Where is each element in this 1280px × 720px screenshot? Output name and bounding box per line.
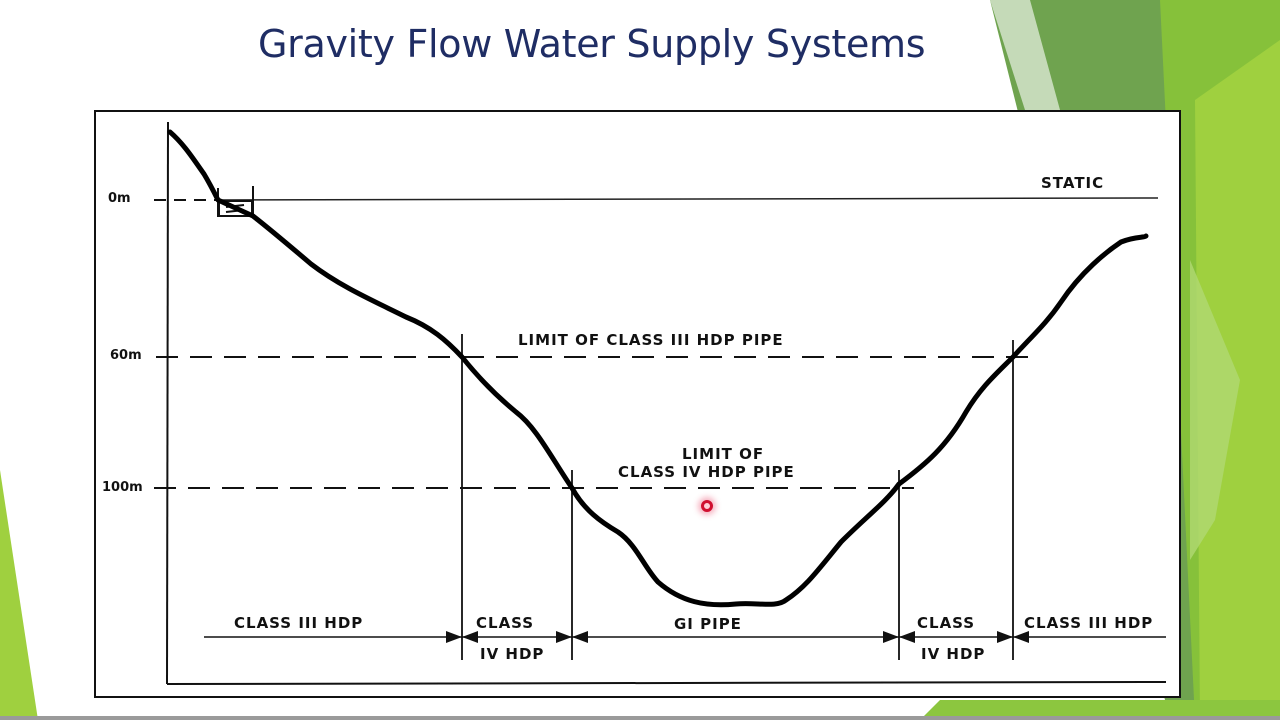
static-label: STATIC bbox=[1041, 174, 1105, 192]
bottom-edge-bar bbox=[0, 716, 1280, 720]
elevation-label-0m: 0m bbox=[108, 191, 131, 206]
segment-5-label: CLASS III HDP bbox=[1024, 614, 1154, 632]
segment-1-label: CLASS III HDP bbox=[234, 614, 364, 632]
limit-class-iv-label-line1: LIMIT OF bbox=[682, 445, 765, 463]
laser-pointer-cursor bbox=[701, 500, 713, 512]
segment-4-label-line1: CLASS bbox=[917, 614, 976, 632]
segment-4-label-line2: IV HDP bbox=[921, 645, 986, 663]
segment-2-label-line1: CLASS bbox=[476, 614, 535, 632]
elevation-label-60m: 60m bbox=[110, 348, 142, 363]
slide-title: Gravity Flow Water Supply Systems bbox=[258, 22, 926, 66]
limit-class-iv-label-line2: CLASS IV HDP PIPE bbox=[618, 463, 795, 481]
elevation-label-100m: 100m bbox=[102, 480, 143, 495]
elevation-profile-diagram: STATIC 0m 60m 100m LIMIT OF CLASS III HD… bbox=[94, 110, 1181, 698]
segment-2-label-line2: IV HDP bbox=[480, 645, 545, 663]
diagram-lines bbox=[154, 121, 1167, 685]
segment-3-label: GI PIPE bbox=[674, 615, 742, 633]
limit-class-iii-label: LIMIT OF CLASS III HDP PIPE bbox=[518, 331, 784, 349]
